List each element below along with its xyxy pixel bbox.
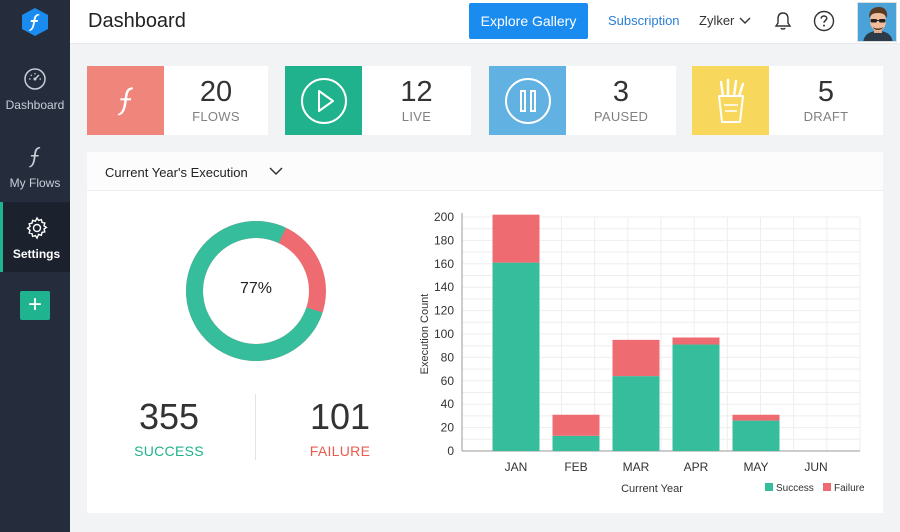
divider [255,394,256,460]
bar-success-may [732,420,780,451]
execution-panel: Current Year's Execution 77% 355 SUCCESS… [87,152,883,513]
x-tick-label: MAR [623,460,650,474]
y-tick-label: 60 [441,374,455,388]
stat-label: LIVE [401,109,432,124]
bar-failure-jan [492,214,540,263]
y-tick-label: 40 [441,397,455,411]
y-tick-label: 160 [434,257,454,271]
stat-label: DRAFT [803,109,849,124]
chevron-down-icon [739,17,751,24]
subscription-link[interactable]: Subscription [608,13,680,28]
stat-card-paused[interactable]: 3 PAUSED [489,66,676,135]
gauge-icon [23,64,47,94]
y-axis-label: Execution Count [419,294,431,375]
stat-card-live[interactable]: 12 LIVE [285,66,471,135]
bar-success-jan [492,262,540,451]
sidebar-item-label: Dashboard [5,98,65,112]
success-label: SUCCESS [134,443,204,459]
y-tick-label: 200 [434,210,454,224]
success-count: 355 [138,396,200,437]
sidebar-item-dashboard[interactable]: Dashboard [0,53,70,123]
stat-card-draft[interactable]: 5 DRAFT [692,66,883,135]
failure-label: FAILURE [309,443,371,459]
legend-label: Failure [834,483,865,494]
play-icon [285,66,362,135]
bar-failure-mar [612,339,660,377]
y-tick-label: 100 [434,327,454,341]
sidebar-item-my-flows[interactable]: My Flows [0,131,70,201]
stat-card-flows[interactable]: 20 FLOWS [87,66,268,135]
org-switcher[interactable]: Zylker [699,13,751,28]
execution-bar-chart: 0 20 40 60 80 100 120 140 160 180 200 JAN FEB MAR APR M… [419,210,865,495]
donut-success-arc [186,221,326,361]
stat-value: 3 [612,76,630,108]
bell-icon [774,12,792,30]
period-label: Current Year's Execution [105,165,248,180]
stat-label: FLOWS [192,109,240,124]
flow-icon [87,66,164,135]
stat-label: PAUSED [593,109,649,124]
sidebar-item-settings[interactable]: Settings [0,202,70,272]
flow-icon [24,142,46,172]
page-title: Dashboard [88,10,186,32]
period-selector[interactable]: Current Year's Execution [87,152,883,191]
bar-failure-feb [552,414,600,436]
notifications-bell[interactable] [772,10,794,37]
x-tick-label: FEB [564,460,587,474]
app-logo[interactable] [0,0,70,44]
y-tick-label: 180 [434,233,454,247]
bar-success-apr [672,344,720,451]
x-tick-label: MAY [743,460,768,474]
explore-gallery-button[interactable]: Explore Gallery [469,3,588,39]
bar-success-mar [612,376,660,451]
stat-value: 20 [199,76,233,108]
failure-count: 101 [309,396,371,437]
add-flow-button[interactable]: + [20,291,50,320]
y-tick-label: 0 [447,444,454,458]
x-axis-label: Current Year [621,483,683,495]
help-icon [813,10,835,32]
top-header: Dashboard Explore Gallery Subscription Z… [70,0,900,44]
x-tick-label: JUN [804,460,827,474]
y-tick-label: 140 [434,280,454,294]
x-tick-label: JAN [505,460,528,474]
y-tick-label: 120 [434,304,454,318]
bar-failure-apr [672,337,720,345]
sidebar: Dashboard My Flows Settings + [0,0,70,532]
legend-swatch [823,483,831,491]
logo-icon [22,8,48,36]
sidebar-item-label: My Flows [9,176,61,190]
success-donut-chart [186,221,326,361]
user-avatar[interactable] [857,2,897,42]
org-name: Zylker [699,13,735,28]
pencil-cup-icon [692,66,769,135]
help-button[interactable] [813,10,835,37]
sidebar-item-label: Settings [12,247,61,261]
x-tick-label: APR [684,460,709,474]
bar-success-feb [552,435,600,451]
avatar-image [858,3,896,41]
legend-label: Success [776,483,814,494]
bar-failure-may [732,414,780,421]
y-tick-label: 20 [441,421,455,435]
stat-value: 12 [400,76,433,108]
y-tick-label: 80 [441,350,455,364]
pause-icon [489,66,566,135]
chevron-down-icon [269,167,283,176]
success-percent: 77% [239,280,273,297]
gear-icon [25,213,49,243]
stat-value: 5 [817,76,835,108]
legend-swatch [765,483,773,491]
